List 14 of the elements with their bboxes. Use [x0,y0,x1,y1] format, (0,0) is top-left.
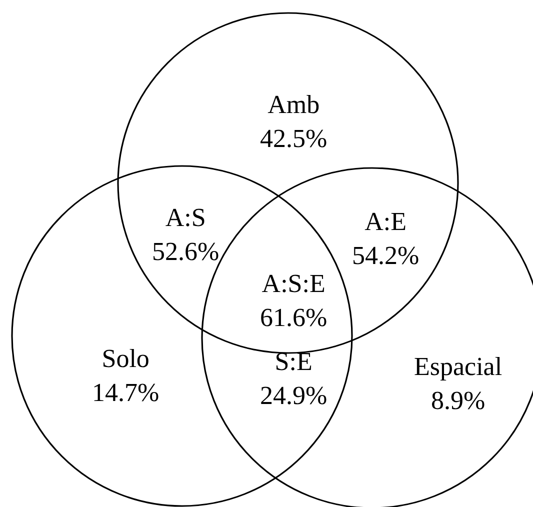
data-label: 14.7% [92,378,160,407]
category-label: S:E [274,347,312,376]
data-label: 54.2% [352,240,420,270]
data-label: 52.6% [152,236,220,266]
data-label: 61.6% [260,302,328,332]
category-label: Amb [268,90,320,119]
category-label: A:S [165,203,206,232]
data-label: 8.9% [430,386,486,415]
data-label: 24.9% [260,380,328,410]
data-label: 42.5% [260,124,328,153]
category-label: Espacial [414,352,502,381]
category-label: A:S:E [262,269,326,298]
category-label: Solo [102,344,150,373]
category-label: A:E [364,207,407,236]
